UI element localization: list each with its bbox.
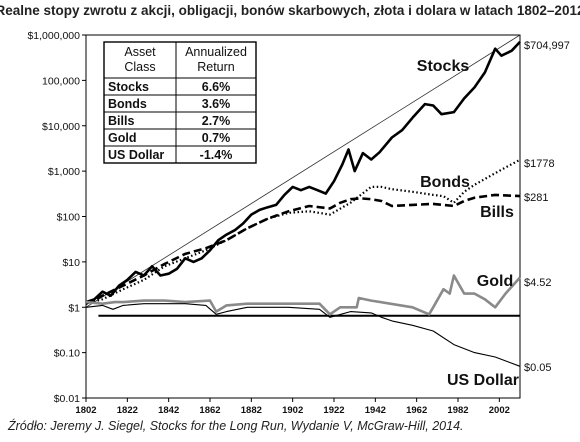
axes: $1,000,000 100,000 $10,000 $1,000 $100 $10 $1 $…	[27, 30, 521, 416]
x-tick-label: 1882	[241, 405, 262, 416]
end-label-gold: $4.52	[524, 277, 552, 289]
end-label-bills: $281	[524, 192, 548, 204]
end-label-us-dollar: $0.05	[524, 362, 552, 374]
y-tick-label: $1,000	[48, 166, 80, 178]
x-tick-label: 1922	[323, 405, 344, 416]
series-name-bills: Bills	[480, 204, 514, 221]
end-label-bonds: $1778	[524, 158, 555, 170]
y-tick-label: $10,000	[42, 121, 80, 133]
chart: Realne stopy zwrotu z akcji, obligacji, …	[0, 3, 580, 416]
table-cell-asset: Gold	[108, 131, 136, 145]
table-cell-asset: Bonds	[108, 97, 147, 111]
y-tick-label: $1	[68, 302, 80, 314]
source-note: Źródło: Jeremy J. Siegel, Stocks for the…	[8, 419, 464, 433]
series-name-bonds: Bonds	[420, 174, 470, 191]
x-tick-label: 2002	[489, 405, 510, 416]
series-name-us-dollar: US Dollar	[447, 372, 519, 389]
series-name-stocks: Stocks	[417, 58, 470, 75]
trend-line	[85, 34, 521, 308]
end-label-stocks: $704,997	[524, 40, 570, 52]
table-cell-return: 6.6%	[202, 80, 231, 94]
series-lines	[85, 41, 521, 367]
x-tick-label: 1802	[75, 405, 96, 416]
table-cell-return: 3.6%	[202, 97, 231, 111]
y-tick-label: $0.01	[54, 393, 80, 405]
y-tick-label: $100	[57, 212, 81, 224]
table-cell-asset: Bills	[108, 114, 134, 128]
trend-line-path	[85, 34, 521, 308]
series-us-dollar-line	[85, 303, 521, 367]
chart-title: Realne stopy zwrotu z akcji, obligacji, …	[0, 3, 580, 18]
x-tick-label: 1942	[365, 405, 386, 416]
table-cell-return: -1.4%	[200, 148, 233, 162]
returns-table: Asset Class Annualized Return Stocks 6.6% Bond…	[103, 41, 257, 164]
table-frame	[103, 41, 257, 164]
table-header-asset: Asset Class	[124, 45, 156, 74]
series-name-gold: Gold	[477, 273, 513, 290]
x-tick-label: 1982	[447, 405, 468, 416]
table-cell-asset: US Dollar	[108, 148, 164, 162]
table-header-return: Annualized Return	[185, 45, 247, 74]
series-labels: Stocks $704,997 Bonds $1778 Bills $281 Gold $4.…	[417, 40, 570, 389]
x-tick-label: 1842	[158, 405, 179, 416]
series-bonds-line	[85, 158, 521, 305]
y-tick-label: 100,000	[42, 75, 80, 87]
y-tick-label: $1,000,000	[27, 30, 80, 42]
series-gold-line	[85, 274, 521, 316]
x-tick-label: 1862	[199, 405, 220, 416]
y-tick-label: $0.10	[54, 348, 80, 360]
table-cell-return: 2.7%	[202, 114, 231, 128]
table-cell-asset: Stocks	[108, 80, 149, 94]
y-tick-label: $10	[62, 257, 80, 269]
x-tick-label: 1902	[282, 405, 303, 416]
series-bills-line	[85, 193, 521, 305]
x-tick-label: 1962	[406, 405, 427, 416]
table-cell-return: 0.7%	[202, 131, 231, 145]
x-tick-label: 1822	[117, 405, 138, 416]
